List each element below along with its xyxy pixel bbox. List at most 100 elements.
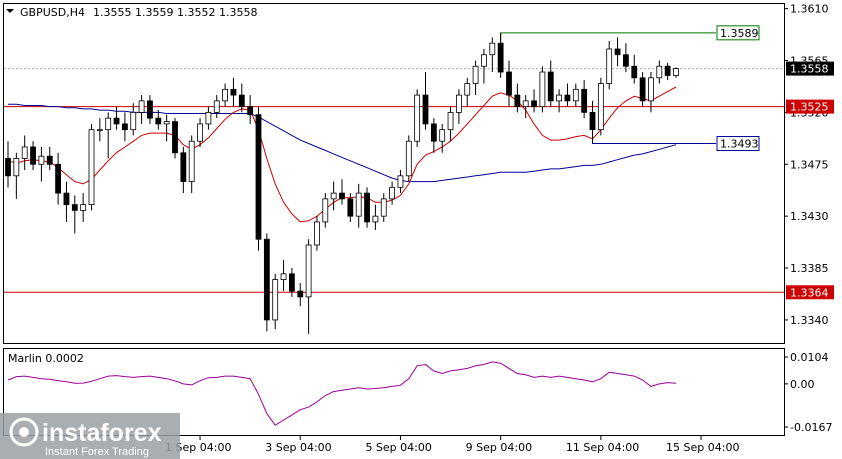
candle[interactable]	[639, 72, 646, 107]
candle-body	[230, 88, 237, 96]
candle[interactable]	[305, 239, 312, 334]
candle[interactable]	[648, 72, 654, 113]
time-tick-label: 5 Sep 04:00	[365, 441, 431, 454]
candle[interactable]	[288, 268, 295, 297]
candle[interactable]	[172, 118, 178, 159]
candle[interactable]	[364, 187, 370, 228]
candle[interactable]	[539, 66, 546, 113]
candle[interactable]	[71, 195, 78, 234]
candle[interactable]	[197, 118, 203, 147]
candle[interactable]	[572, 83, 579, 107]
candle[interactable]	[422, 72, 429, 130]
candle[interactable]	[581, 80, 588, 119]
candle[interactable]	[489, 37, 496, 73]
candle[interactable]	[130, 103, 137, 136]
candle[interactable]	[297, 283, 304, 307]
candle-body	[547, 71, 554, 102]
candle-body	[71, 204, 78, 211]
candle[interactable]	[614, 37, 621, 67]
candle[interactable]	[80, 193, 87, 222]
candle[interactable]	[556, 89, 562, 113]
candle[interactable]	[55, 152, 61, 205]
candle[interactable]	[238, 83, 245, 113]
candle-body	[589, 111, 596, 131]
candle[interactable]	[13, 152, 20, 199]
brand-logo-icon	[9, 417, 39, 447]
candle[interactable]	[664, 62, 671, 81]
candle[interactable]	[222, 83, 229, 107]
candle[interactable]	[380, 193, 387, 222]
candle[interactable]	[105, 112, 112, 159]
candle[interactable]	[623, 43, 629, 73]
candle[interactable]	[30, 141, 36, 171]
candle-body	[673, 68, 679, 76]
candle-body	[481, 54, 487, 67]
candle[interactable]	[63, 181, 70, 222]
candle[interactable]	[280, 259, 287, 292]
candle[interactable]	[113, 106, 120, 130]
candle[interactable]	[656, 60, 663, 84]
candle[interactable]	[414, 89, 421, 147]
candle-body	[389, 186, 396, 200]
candle[interactable]	[247, 95, 254, 124]
candle[interactable]	[514, 83, 521, 113]
candle[interactable]	[272, 273, 279, 330]
indicator-title: Marlin 0.0002	[8, 352, 84, 365]
candle[interactable]	[213, 95, 220, 119]
candle[interactable]	[497, 32, 504, 78]
candle[interactable]	[547, 60, 554, 107]
candle[interactable]	[230, 77, 237, 107]
candle[interactable]	[522, 95, 529, 119]
candle[interactable]	[347, 193, 354, 222]
indicator-tick-label: 0.0104	[790, 351, 829, 364]
candle-body	[288, 273, 295, 292]
candle[interactable]	[147, 95, 153, 124]
candle[interactable]	[355, 183, 362, 228]
collapse-arrow-icon[interactable]	[6, 9, 14, 13]
candle[interactable]	[531, 89, 537, 113]
candle[interactable]	[88, 123, 95, 211]
candle[interactable]	[330, 181, 337, 211]
candle[interactable]	[96, 118, 103, 142]
candle[interactable]	[322, 193, 329, 228]
candle[interactable]	[397, 170, 404, 194]
candle[interactable]	[180, 146, 187, 194]
candle-body	[147, 100, 153, 119]
candle[interactable]	[589, 100, 596, 144]
candle[interactable]	[673, 67, 679, 78]
candle[interactable]	[188, 135, 195, 194]
candle[interactable]	[455, 89, 462, 124]
candle[interactable]	[138, 95, 145, 124]
candle[interactable]	[163, 114, 170, 142]
candle[interactable]	[464, 77, 471, 107]
candle[interactable]	[472, 60, 479, 96]
candle[interactable]	[263, 233, 270, 332]
candle[interactable]	[506, 60, 512, 107]
candle-body	[88, 129, 95, 206]
candle[interactable]	[606, 40, 613, 90]
candle[interactable]	[405, 135, 412, 182]
candle[interactable]	[430, 118, 437, 153]
candle[interactable]	[155, 110, 162, 130]
candle-body	[113, 117, 120, 125]
candle[interactable]	[314, 216, 320, 251]
candle[interactable]	[631, 54, 638, 84]
candle[interactable]	[481, 48, 487, 84]
current-price-label: 1.3558	[790, 63, 829, 76]
candle[interactable]	[389, 181, 396, 205]
candle-body	[447, 111, 454, 131]
candle[interactable]	[122, 112, 128, 142]
candle-body	[263, 238, 270, 321]
candle[interactable]	[597, 77, 604, 136]
candle[interactable]	[46, 146, 53, 171]
candle[interactable]	[339, 179, 345, 205]
candle[interactable]	[21, 135, 28, 171]
candle[interactable]	[38, 146, 45, 182]
candle[interactable]	[439, 123, 446, 153]
candle[interactable]	[5, 141, 11, 188]
candle[interactable]	[564, 83, 571, 107]
candle[interactable]	[205, 106, 212, 130]
candle[interactable]	[372, 204, 379, 230]
candle[interactable]	[447, 106, 454, 142]
candle[interactable]	[255, 106, 262, 251]
